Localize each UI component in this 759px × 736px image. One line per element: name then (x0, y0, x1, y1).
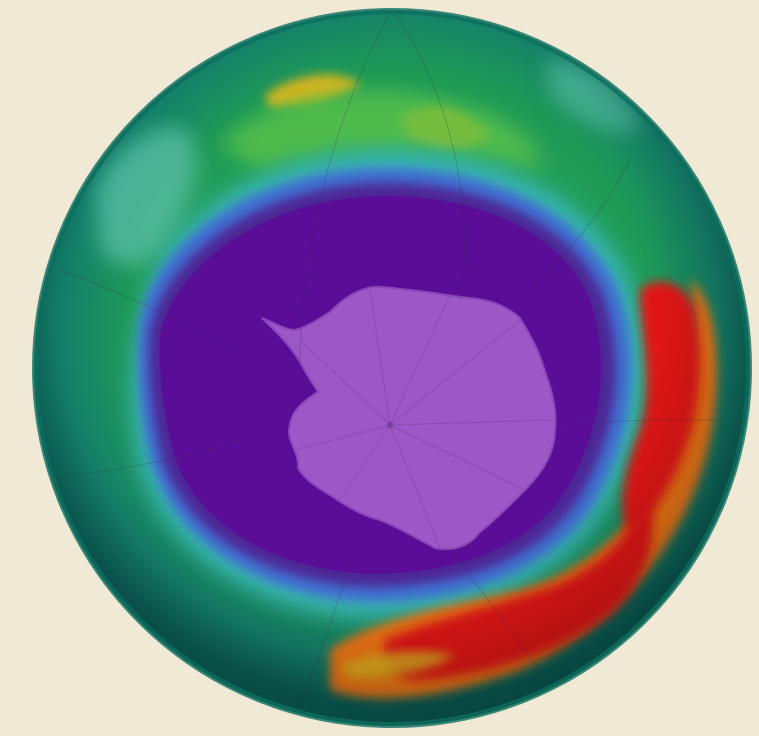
globe-rim (32, 8, 752, 728)
globe-shade (34, 10, 750, 726)
